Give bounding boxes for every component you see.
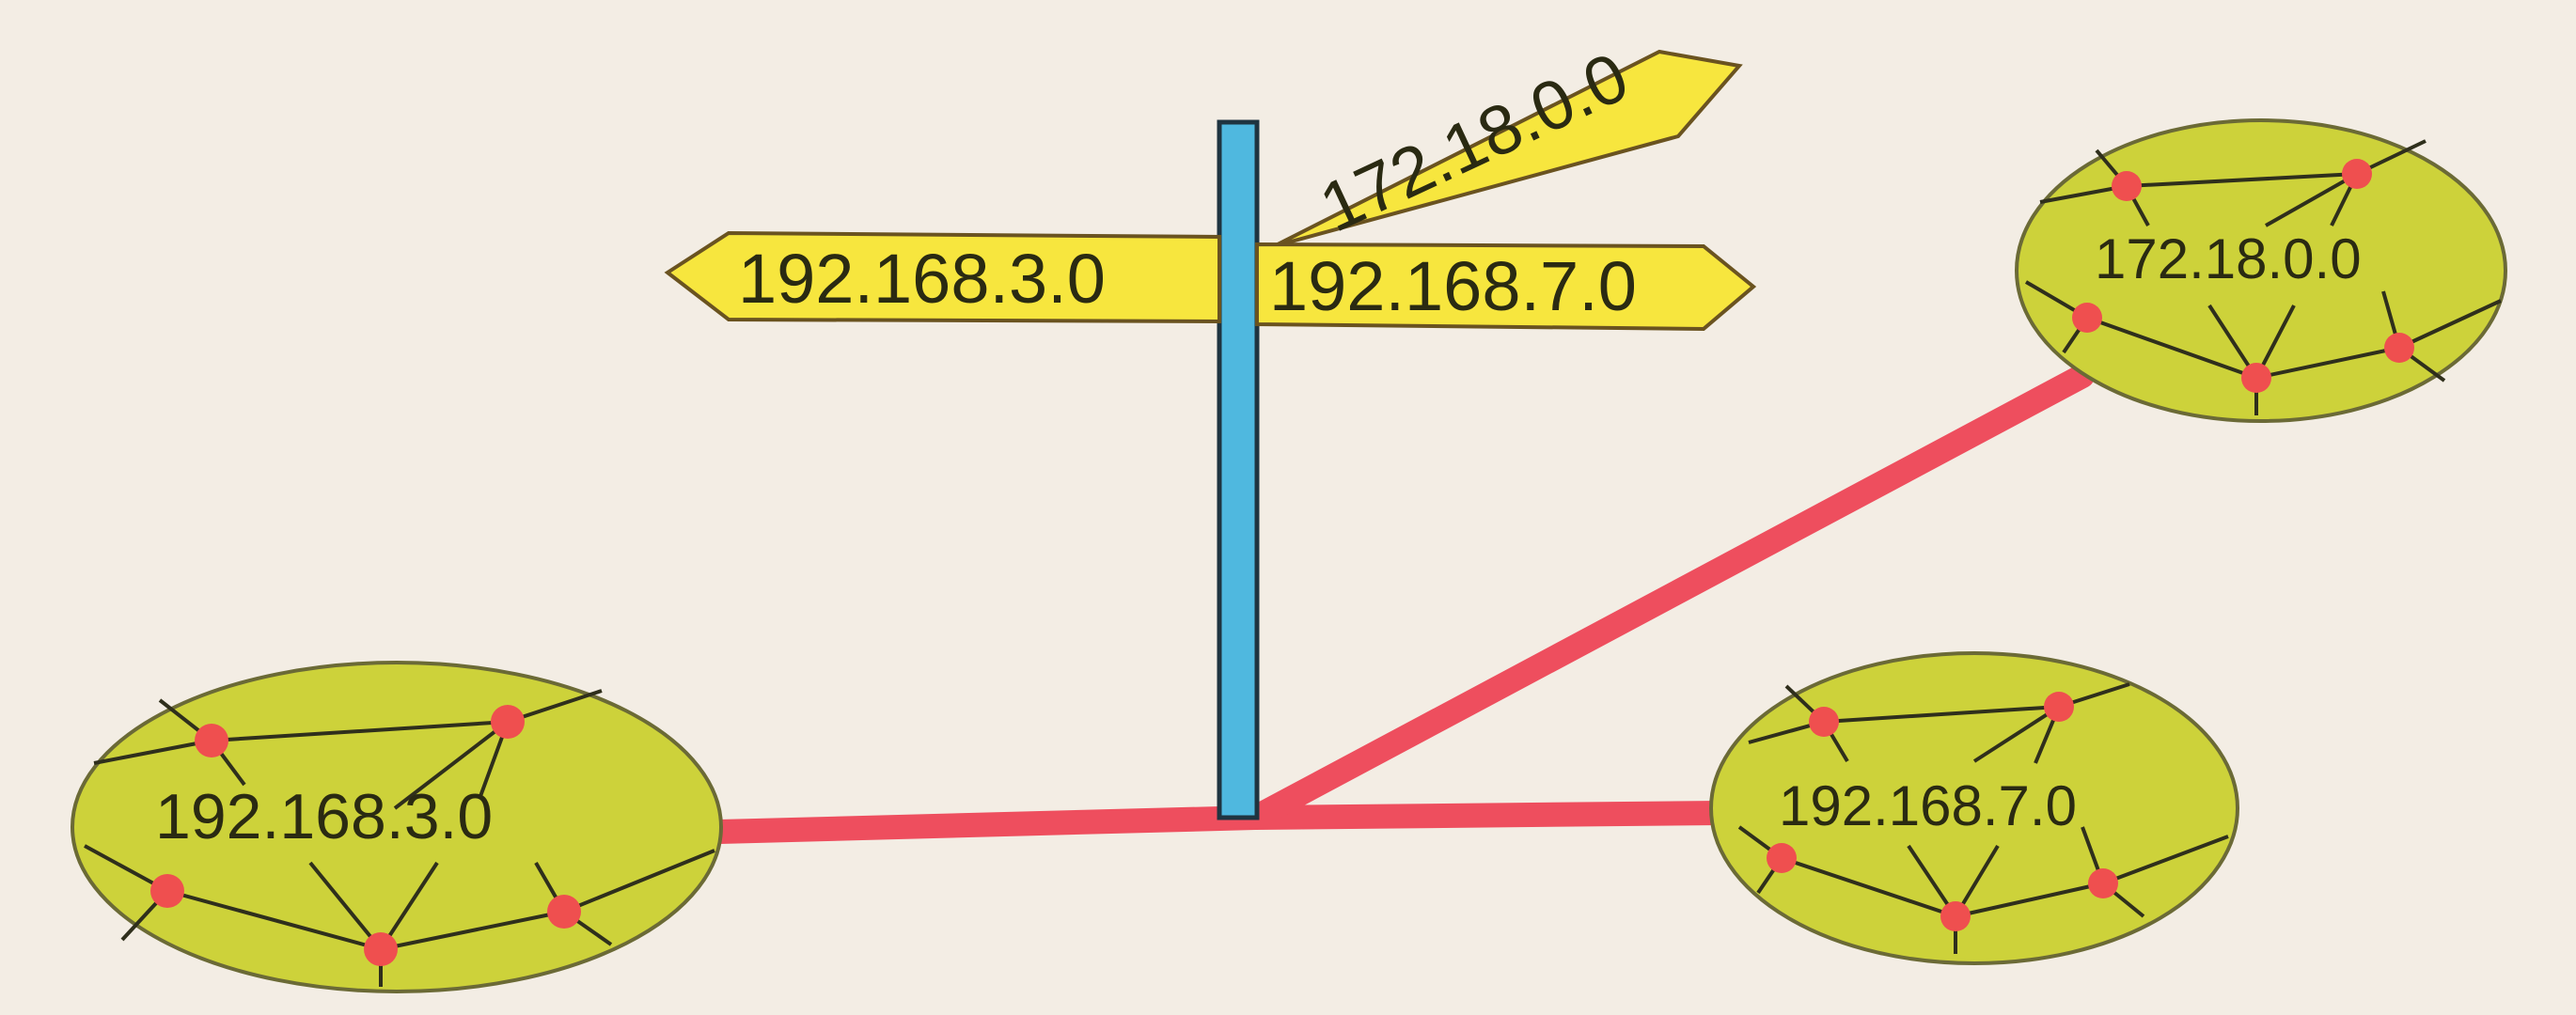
- network-172-18-0-0: 172.18.0.0: [2015, 118, 2507, 423]
- link-to-192-168-7-0: [1243, 801, 1733, 830]
- links: [707, 364, 2095, 844]
- link-to-172-18-0-0: [1243, 364, 2095, 830]
- sign-left: 192.168.3.0: [664, 230, 1221, 324]
- sign-upper: 172.18.0.0: [1273, 37, 1743, 248]
- network-192-168-7-0: 192.168.7.0: [1709, 651, 2239, 965]
- network-label: 192.168.3.0: [155, 781, 493, 852]
- network-label: 172.18.0.0: [2095, 227, 2362, 290]
- sign-right: 192.168.7.0: [1255, 242, 1757, 332]
- sign-right-label: 192.168.7.0: [1269, 247, 1637, 325]
- signpost-pole: [1217, 119, 1260, 820]
- network-label: 192.168.7.0: [1779, 774, 2077, 837]
- network-192-168-3-0: 192.168.3.0: [71, 661, 723, 993]
- sign-left-label: 192.168.3.0: [738, 240, 1106, 318]
- link-to-192-168-3-0: [707, 805, 1267, 844]
